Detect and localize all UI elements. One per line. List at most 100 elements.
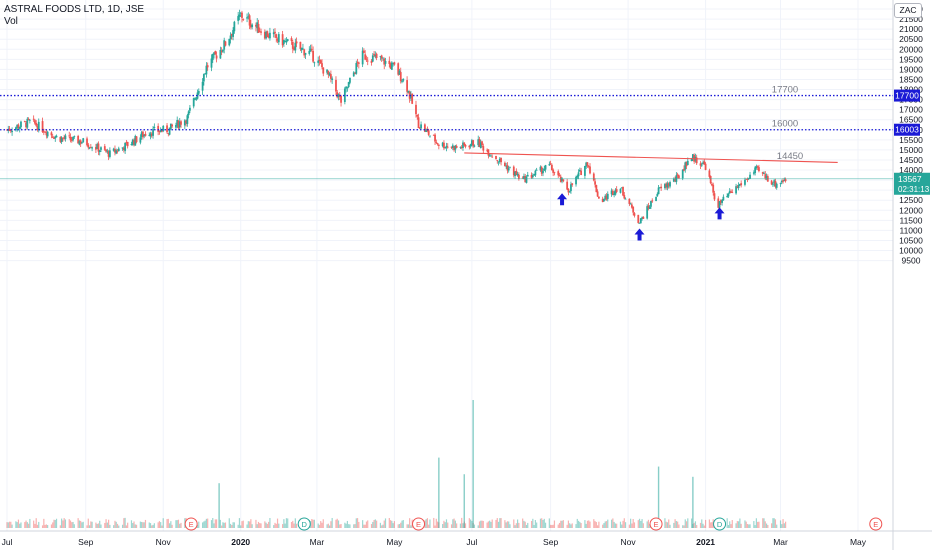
volume-bar (694, 521, 697, 528)
volume-bar (81, 522, 83, 528)
candle-body (619, 188, 622, 193)
candle-body (361, 50, 364, 65)
candle-body (260, 31, 262, 33)
volume-bar (176, 520, 178, 528)
candle-body (597, 196, 600, 199)
candle-body (286, 39, 289, 41)
candle-body (36, 126, 39, 131)
volume-bar (665, 521, 667, 528)
dividend-marker (297, 517, 311, 531)
candle-body (664, 184, 666, 189)
candle-body (365, 58, 368, 60)
volume-bar (445, 519, 448, 528)
candle-body (223, 40, 226, 50)
candle-body (516, 173, 519, 176)
candle-body (425, 129, 428, 132)
volume-bar (228, 518, 230, 528)
volume-bar (604, 521, 606, 528)
candle-body (666, 183, 669, 188)
candle-body (434, 134, 436, 142)
candle-body (398, 70, 401, 75)
candle-body (539, 166, 542, 171)
x-tick-label: Mar (310, 537, 325, 547)
candle-body (660, 186, 663, 189)
candle-body (669, 182, 671, 187)
dividend-marker (713, 517, 727, 531)
volume-bar (754, 525, 756, 528)
candle-body (106, 150, 109, 152)
candle-body (11, 131, 13, 133)
candle-body (764, 174, 767, 179)
volume-bar (699, 522, 702, 528)
candle-body (269, 32, 271, 39)
y-tick-label: 18000 (899, 85, 923, 95)
candle-body (380, 55, 383, 59)
candle-body (336, 92, 339, 98)
candle-body (177, 120, 180, 128)
volume-bar (637, 520, 639, 528)
candle-body (397, 63, 400, 75)
volume-bar (337, 520, 340, 528)
candle-body (628, 198, 631, 204)
candle-body (577, 172, 580, 177)
candle-body (281, 34, 284, 46)
volume-bar (530, 520, 533, 528)
candle-body (571, 183, 574, 185)
volume-bar (499, 518, 501, 528)
volume-bar (487, 521, 489, 528)
volume-spike (218, 483, 220, 528)
candle-body (648, 206, 651, 209)
volume-bar (8, 521, 11, 528)
volume-bar (481, 520, 483, 528)
candle-body (124, 142, 127, 151)
volume-bar (597, 525, 599, 528)
volume-bar (116, 523, 119, 528)
volume-bar (266, 523, 268, 528)
candle-body (68, 135, 71, 137)
volume-bar (781, 524, 783, 528)
candle-body (646, 206, 649, 219)
candle-body (379, 56, 382, 58)
candle-body (454, 145, 457, 150)
candle-body (557, 171, 560, 176)
volume-bar (6, 522, 8, 528)
candle-body (553, 171, 556, 173)
volume-bar (69, 520, 72, 528)
volume-bar (255, 519, 257, 528)
candle-body (303, 49, 306, 56)
volume-bar (613, 521, 615, 528)
volume-bar (26, 522, 28, 528)
y-tick-label: 12500 (899, 195, 923, 205)
volume-bar (198, 521, 200, 528)
volume-bar (552, 524, 554, 528)
candle-body (352, 72, 355, 77)
volume-spike (438, 457, 440, 528)
volume-bar (533, 524, 535, 528)
volume-bar (491, 519, 493, 528)
candle-body (526, 174, 529, 177)
candle-body (319, 60, 322, 64)
candle-body (746, 179, 749, 180)
candle-body (60, 137, 63, 143)
volume-bar (548, 518, 550, 528)
volume-bar (240, 525, 242, 528)
volume-bar (10, 521, 12, 528)
candle-body (650, 201, 652, 207)
candle-body (713, 193, 716, 200)
candle-body (521, 177, 524, 179)
volume-bar (365, 521, 368, 528)
candle-body (256, 22, 259, 29)
volume-bar (570, 524, 572, 528)
volume-bar (628, 524, 630, 528)
volume-bar (462, 523, 464, 528)
candle-body (455, 145, 458, 148)
candle-body (469, 144, 472, 147)
candle-body (509, 167, 511, 169)
candle-body (150, 133, 153, 136)
volume-bar (471, 520, 473, 528)
volume-bar (624, 522, 627, 528)
volume-bar (196, 524, 199, 528)
currency-badge[interactable]: ZAC (894, 3, 922, 18)
candle-body (183, 120, 186, 126)
